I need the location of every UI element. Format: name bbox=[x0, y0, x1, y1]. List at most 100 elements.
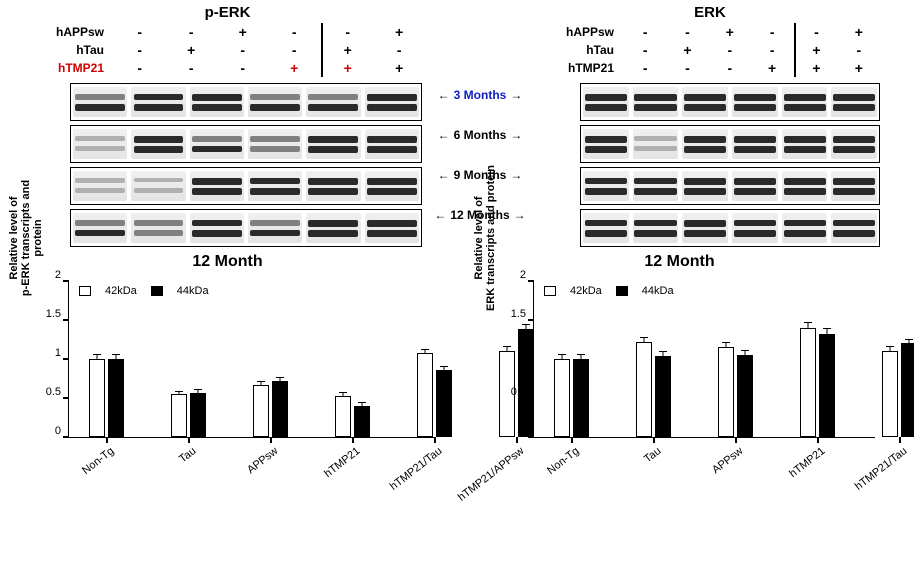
blot-lane bbox=[190, 171, 244, 201]
title-left: p-ERK bbox=[30, 0, 425, 23]
month-label: ←3 Months→ bbox=[425, 80, 535, 110]
blot-lane bbox=[583, 129, 629, 159]
blot-lane bbox=[131, 87, 185, 117]
condition-cell: - bbox=[374, 42, 426, 58]
blot-panel bbox=[580, 83, 880, 121]
ylabel-right: Relative level ofERK transcripts and pro… bbox=[473, 163, 497, 313]
condition-grid-left: hAPPsw--+--+hTau-+--+-hTMP21---+++ bbox=[30, 23, 425, 77]
bar bbox=[819, 334, 835, 437]
xtick-label: APPsw bbox=[245, 445, 280, 476]
condition-cell: + bbox=[751, 60, 793, 76]
top-row: p-ERK hAPPsw--+--+hTau-+--+-hTMP21---+++… bbox=[0, 0, 914, 247]
blot-panel bbox=[70, 83, 422, 121]
condition-cell: - bbox=[217, 42, 269, 58]
blot-lane bbox=[73, 129, 127, 159]
condition-cell: + bbox=[838, 60, 880, 76]
condition-grid-right: hAPPsw--+--+hTau-+--+-hTMP21---+++ bbox=[540, 23, 880, 77]
blot-lane bbox=[633, 171, 679, 201]
ytick-label: 0.5 bbox=[511, 386, 534, 398]
blot-lane bbox=[583, 213, 629, 243]
blot-lane bbox=[782, 213, 828, 243]
blot-lane bbox=[190, 129, 244, 159]
bar bbox=[636, 342, 652, 437]
blot-lane bbox=[365, 87, 419, 117]
condition-row: hAPPsw--+--+ bbox=[540, 23, 880, 41]
ylabel-line: Relative level of bbox=[8, 163, 20, 313]
ytick-label: 0 bbox=[55, 425, 69, 437]
condition-cell: + bbox=[374, 60, 426, 76]
blot-lane bbox=[131, 171, 185, 201]
condition-cell: + bbox=[269, 60, 321, 76]
xtick-label: APPsw bbox=[710, 445, 745, 476]
blot-panel bbox=[70, 125, 422, 163]
bar bbox=[354, 406, 370, 437]
charts-row: Relative level ofp-ERK transcripts and p… bbox=[0, 273, 914, 508]
ytick-label: 1.5 bbox=[46, 308, 69, 320]
legend-label-42: 42kDa bbox=[570, 285, 602, 297]
subtitle-row: 12 Month 12 Month bbox=[0, 247, 914, 271]
lane-divider-right bbox=[794, 23, 796, 77]
blot-lane bbox=[682, 87, 728, 117]
blot-lane bbox=[248, 129, 302, 159]
xtick-label: Tau bbox=[642, 445, 663, 465]
bar bbox=[253, 385, 269, 437]
bar bbox=[655, 356, 671, 437]
condition-cell: - bbox=[269, 42, 321, 58]
bar bbox=[901, 343, 914, 437]
ytick-label: 1 bbox=[55, 347, 69, 359]
legend-swatch-44 bbox=[616, 286, 628, 296]
blot-lane bbox=[306, 171, 360, 201]
blot-lane bbox=[831, 129, 877, 159]
blot-lane bbox=[633, 129, 679, 159]
blot-lane bbox=[583, 171, 629, 201]
blot-lane bbox=[248, 87, 302, 117]
ylabel-line: Relative level of bbox=[473, 163, 485, 313]
blots-left bbox=[30, 83, 425, 247]
blot-lane bbox=[306, 213, 360, 243]
bar bbox=[89, 359, 105, 437]
blot-panel bbox=[70, 167, 422, 205]
condition-cell: - bbox=[709, 60, 751, 76]
condition-cell: - bbox=[114, 42, 166, 58]
blot-lane bbox=[73, 213, 127, 243]
bar bbox=[436, 370, 452, 437]
bar bbox=[554, 359, 570, 437]
blot-lane bbox=[633, 87, 679, 117]
condition-cell: - bbox=[269, 24, 321, 40]
condition-row: hAPPsw--+--+ bbox=[30, 23, 425, 41]
condition-cell: - bbox=[709, 42, 751, 58]
condition-cell: - bbox=[322, 24, 374, 40]
blot-lane bbox=[365, 213, 419, 243]
blot-lane bbox=[365, 171, 419, 201]
condition-cell: + bbox=[709, 24, 751, 40]
condition-label: hTau bbox=[30, 43, 114, 57]
condition-cell: + bbox=[322, 60, 374, 76]
condition-cell: - bbox=[838, 42, 880, 58]
condition-row: hTau-+--+- bbox=[30, 41, 425, 59]
blot-panel bbox=[580, 125, 880, 163]
ytick-label: 1 bbox=[520, 347, 534, 359]
condition-cell: - bbox=[624, 42, 666, 58]
legend-swatch-42 bbox=[79, 286, 91, 296]
chart-erk: Relative level ofERK transcripts and pro… bbox=[475, 273, 905, 508]
condition-cell: - bbox=[114, 60, 166, 76]
ylabel-left: Relative level ofp-ERK transcripts and p… bbox=[8, 163, 44, 313]
condition-cell: + bbox=[795, 42, 837, 58]
blot-panel bbox=[70, 209, 422, 247]
condition-cell: - bbox=[166, 60, 218, 76]
xtick-label: hTMP21 bbox=[322, 445, 362, 480]
xtick-label: hTMP21 bbox=[787, 445, 827, 480]
blot-lane bbox=[782, 171, 828, 201]
condition-row: hTMP21---+++ bbox=[30, 59, 425, 77]
legend: 42kDa44kDa bbox=[544, 285, 674, 297]
blot-lane bbox=[732, 213, 778, 243]
legend-label-42: 42kDa bbox=[105, 285, 137, 297]
blot-lane bbox=[73, 87, 127, 117]
bar bbox=[171, 394, 187, 437]
condition-cell: - bbox=[795, 24, 837, 40]
condition-cell: - bbox=[624, 60, 666, 76]
lane-divider-left bbox=[321, 23, 323, 77]
blot-lane bbox=[306, 129, 360, 159]
blot-lane bbox=[633, 213, 679, 243]
blot-lane bbox=[732, 87, 778, 117]
